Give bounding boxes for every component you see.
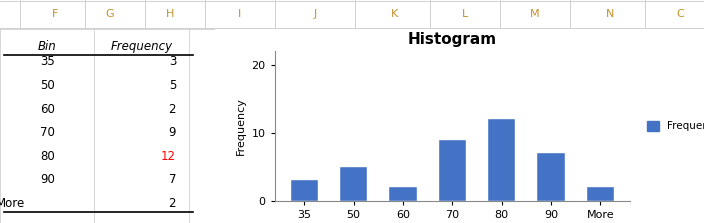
Text: Frequency: Frequency <box>111 40 172 53</box>
Text: L: L <box>462 10 468 19</box>
Text: N: N <box>606 10 614 19</box>
Bar <box>439 140 466 201</box>
Text: 70: 70 <box>40 126 55 139</box>
Bar <box>291 180 318 201</box>
Bar <box>537 153 565 201</box>
Text: Bin: Bin <box>38 40 56 53</box>
Bar <box>340 167 367 201</box>
Bar <box>389 187 417 201</box>
Legend: Frequency: Frequency <box>642 116 704 136</box>
Bar <box>586 187 614 201</box>
Text: 50: 50 <box>40 79 55 92</box>
Y-axis label: Frequency: Frequency <box>236 97 246 155</box>
Text: More: More <box>0 197 25 210</box>
Text: F: F <box>52 10 58 19</box>
Text: C: C <box>676 10 684 19</box>
Title: Histogram: Histogram <box>408 32 497 47</box>
Text: K: K <box>391 10 398 19</box>
Text: H: H <box>166 10 174 19</box>
Text: 2: 2 <box>168 103 176 116</box>
Text: 7: 7 <box>168 173 176 186</box>
Text: G: G <box>106 10 114 19</box>
Text: 5: 5 <box>169 79 176 92</box>
Text: M: M <box>530 10 540 19</box>
Text: 3: 3 <box>169 56 176 68</box>
Text: 9: 9 <box>168 126 176 139</box>
Bar <box>488 119 515 201</box>
Text: J: J <box>313 10 317 19</box>
Text: I: I <box>239 10 241 19</box>
Text: 2: 2 <box>168 197 176 210</box>
Text: 35: 35 <box>40 56 55 68</box>
Text: 90: 90 <box>40 173 55 186</box>
Text: 60: 60 <box>40 103 55 116</box>
Text: 80: 80 <box>40 150 55 163</box>
Text: 12: 12 <box>161 150 176 163</box>
